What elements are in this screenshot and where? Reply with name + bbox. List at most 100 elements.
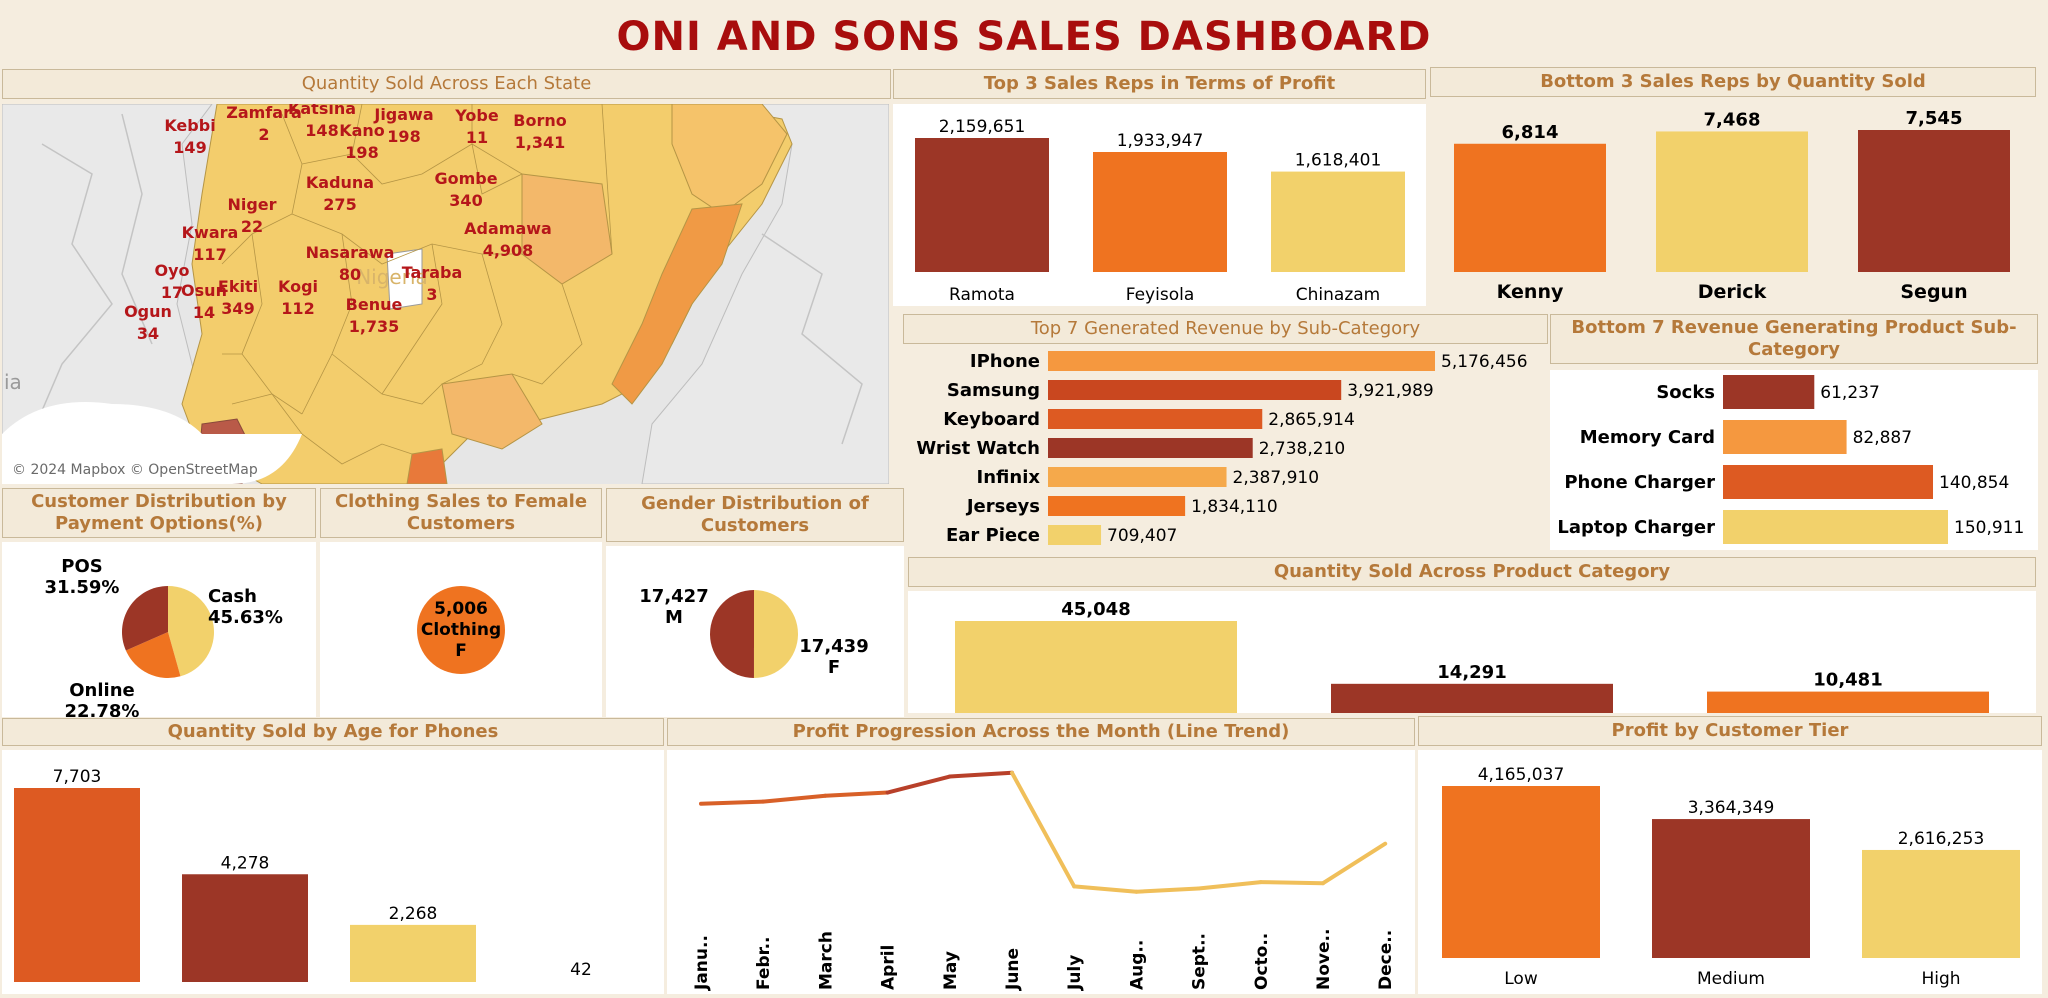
profit-month-chart[interactable]: Janu.. Febr.. March April May June July Aug.. Se… — [667, 750, 1415, 994]
line-point[interactable] — [1072, 884, 1076, 888]
x-tick-label: Nove.. — [1314, 929, 1334, 990]
age-chart[interactable]: 7,703 4,278 2,268 42 — [2, 750, 664, 994]
line-point[interactable] — [761, 800, 765, 804]
bar-value-label: 2,159,651 — [939, 117, 1026, 137]
line-point[interactable] — [1134, 890, 1138, 894]
bar[interactable] — [1723, 375, 1815, 409]
pie-slice[interactable] — [710, 590, 754, 678]
line-segment[interactable] — [699, 799, 766, 806]
bar[interactable] — [1723, 420, 1847, 454]
map-state-value: 349 — [221, 299, 254, 318]
bar[interactable] — [1048, 467, 1227, 487]
bar-value-label: 150,911 — [1954, 518, 2024, 538]
bar[interactable] — [1723, 510, 1948, 544]
bar[interactable] — [518, 980, 644, 982]
line-point[interactable] — [886, 791, 890, 795]
state-map[interactable]: Nigeria ia Kebbi 149 Zamfara 2 Katsina 148 Kan… — [2, 104, 889, 484]
bar[interactable] — [1048, 496, 1186, 516]
pie-slice[interactable] — [168, 586, 214, 677]
bar[interactable] — [1048, 351, 1435, 371]
line-point[interactable] — [699, 802, 703, 806]
line-segment[interactable] — [761, 793, 828, 804]
bar-category-label: Jerseys — [965, 496, 1040, 517]
line-point[interactable] — [823, 794, 827, 798]
top7-chart[interactable]: IPhone 5,176,456 Samsung 3,921,989 Keyboard 2… — [903, 348, 1548, 552]
top3-chart[interactable]: 2,159,651 Ramota 1,933,947 Feyisola 1,618,40… — [893, 104, 1426, 306]
x-tick-label: May — [941, 951, 961, 990]
line-segment[interactable] — [1072, 884, 1139, 894]
bottom7-chart[interactable]: Socks 61,237 Memory Card 82,887 Phone Charge… — [1550, 370, 2038, 550]
bar-value-label: 42 — [570, 960, 592, 980]
line-point[interactable] — [1010, 771, 1014, 775]
line-segment[interactable] — [823, 790, 890, 798]
bar[interactable] — [1048, 438, 1253, 458]
bar[interactable] — [915, 138, 1049, 272]
line-point[interactable] — [1383, 842, 1387, 846]
bar[interactable] — [955, 621, 1237, 713]
pie-slice[interactable] — [121, 586, 168, 651]
x-tick-label: Janu.. — [692, 935, 712, 991]
bar[interactable] — [1048, 380, 1342, 400]
category-chart[interactable]: 45,048 14,291 10,481 — [908, 591, 2036, 713]
bar[interactable] — [1048, 409, 1263, 429]
bar[interactable] — [1048, 525, 1102, 545]
line-segment[interactable] — [1134, 886, 1201, 894]
line-point[interactable] — [1259, 880, 1263, 884]
line-segment[interactable] — [1010, 770, 1077, 889]
clothing-circle[interactable] — [417, 586, 505, 674]
pie-slice[interactable] — [125, 632, 181, 678]
map-canvas[interactable]: Nigeria ia Kebbi 149 Zamfara 2 Katsina 148 Kan… — [2, 104, 889, 484]
map-state-value: 11 — [466, 128, 488, 147]
pie-slice[interactable] — [753, 590, 799, 678]
gender-chart[interactable]: 17,439 F 17,427 M — [606, 546, 904, 717]
line-segment[interactable] — [1321, 841, 1388, 886]
bar[interactable] — [1454, 143, 1606, 272]
bar[interactable] — [1656, 131, 1808, 272]
bar-value-label: 2,616,253 — [1898, 829, 1985, 849]
bar-value-label: 7,703 — [53, 767, 102, 787]
tier-chart[interactable]: 4,165,037 Low 3,364,349 Medium 2,616,253 High — [1418, 750, 2042, 994]
bar[interactable] — [1331, 683, 1613, 713]
map-state-value: 2 — [258, 125, 269, 144]
top7-title: Top 7 Generated Revenue by Sub-Category — [903, 314, 1548, 344]
bar-category-label: Low — [1504, 969, 1538, 989]
line-point[interactable] — [948, 775, 952, 779]
map-state-name: Nasarawa — [306, 243, 395, 262]
bottom3-chart[interactable]: 6,814 Kenny 7,468 Derick 7,545 Segun — [1430, 104, 2036, 306]
map-state-value: 34 — [137, 324, 159, 343]
line-segment[interactable] — [947, 770, 1014, 779]
line-segment[interactable] — [885, 774, 952, 795]
x-tick-label: June — [1003, 948, 1023, 991]
pie-label: 31.59% — [45, 577, 120, 598]
line-point[interactable] — [1321, 881, 1325, 885]
profit-month-title: Profit Progression Across the Month (Lin… — [667, 718, 1415, 746]
bar[interactable] — [1723, 465, 1934, 499]
bar-value-label: 3,921,989 — [1347, 381, 1434, 401]
payment-chart[interactable]: Cash 45.63% Online 22.78% POS 31.59% — [2, 542, 316, 722]
clothing-title: Clothing Sales to Female Customers — [320, 488, 602, 538]
line-segment[interactable] — [1196, 880, 1263, 891]
x-tick-label: March — [816, 931, 836, 990]
bar-value-label: 140,854 — [1939, 473, 2009, 493]
bar[interactable] — [1442, 786, 1600, 958]
bar[interactable] — [1271, 171, 1405, 272]
map-state-value: 117 — [193, 245, 226, 264]
bar-value-label: 14,291 — [1437, 662, 1506, 683]
bar-value-label: 709,407 — [1107, 526, 1177, 546]
bar[interactable] — [1862, 849, 2020, 958]
bar[interactable] — [1093, 152, 1227, 272]
bar-value-label: 4,165,037 — [1478, 765, 1565, 785]
bar[interactable] — [1652, 819, 1810, 958]
bar[interactable] — [14, 788, 140, 982]
pie-label: F — [828, 657, 840, 678]
bar[interactable] — [1707, 691, 1989, 713]
line-segment[interactable] — [1258, 880, 1325, 886]
line-point[interactable] — [1197, 887, 1201, 891]
bar[interactable] — [350, 924, 476, 982]
bar-value-label: 5,176,456 — [1441, 352, 1528, 372]
pie-label: POS — [61, 556, 102, 577]
bar[interactable] — [182, 874, 308, 982]
clothing-chart[interactable]: 5,006 Clothing F — [320, 542, 602, 717]
bar[interactable] — [1858, 130, 2010, 272]
map-state-name: Oyo — [154, 261, 189, 280]
